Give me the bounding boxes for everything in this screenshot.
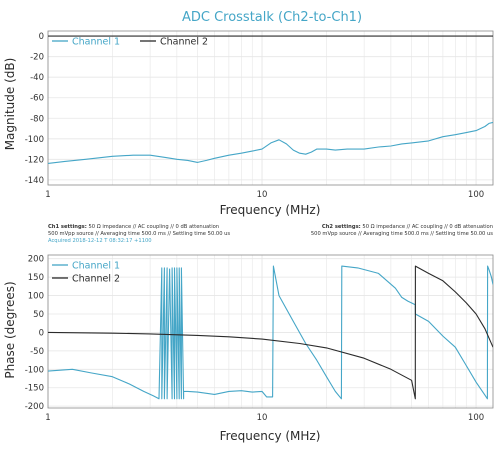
y-tick-label: 200 bbox=[28, 255, 44, 265]
x-tick-label: 100 bbox=[468, 190, 484, 200]
chart-title: ADC Crosstalk (Ch2-to-Ch1) bbox=[182, 10, 362, 25]
legend-entry: Channel 2 bbox=[72, 274, 120, 285]
y-tick-label: -100 bbox=[25, 135, 44, 145]
bottom-x-axis-label: Frequency (MHz) bbox=[220, 429, 321, 443]
y-tick-label: -80 bbox=[30, 114, 44, 124]
series-line-1 bbox=[48, 121, 493, 164]
y-tick-label: -50 bbox=[30, 347, 44, 357]
y-tick-label: 50 bbox=[33, 310, 44, 320]
ch1-settings-line1: Ch1 settings: 50 Ω impedance // AC coupl… bbox=[48, 224, 219, 230]
ch1-settings-text1: 50 Ω impedance // AC coupling // 0 dB at… bbox=[88, 224, 219, 230]
x-tick-label: 1 bbox=[45, 413, 50, 423]
legend-entry: Channel 1 bbox=[72, 261, 120, 272]
plot-frame bbox=[47, 30, 494, 186]
y-tick-label: -20 bbox=[30, 53, 44, 63]
ch2-settings-label: Ch2 settings: bbox=[322, 224, 361, 230]
series-line-1 bbox=[48, 265, 493, 400]
x-tick-label: 10 bbox=[257, 190, 268, 200]
bottom-y-axis-label: Phase (degrees) bbox=[3, 281, 17, 378]
y-tick-label: -60 bbox=[30, 94, 44, 104]
x-tick-label: 100 bbox=[468, 413, 484, 423]
y-tick-label: 0 bbox=[39, 328, 44, 338]
y-tick-label: 150 bbox=[28, 273, 44, 283]
y-tick-label: 0 bbox=[39, 32, 44, 42]
y-tick-label: -120 bbox=[25, 155, 44, 165]
y-tick-label: -40 bbox=[30, 73, 44, 83]
legend-entry: Channel 2 bbox=[160, 37, 208, 48]
ch1-settings-label: Ch1 settings: bbox=[48, 224, 87, 230]
ch2-settings-text1: 50 Ω impedance // AC coupling // 0 dB at… bbox=[362, 224, 493, 230]
y-tick-label: -150 bbox=[25, 384, 44, 394]
top-y-axis-label: Magnitude (dB) bbox=[3, 58, 17, 151]
y-tick-label: -100 bbox=[25, 365, 44, 375]
plot-frame bbox=[47, 254, 494, 409]
x-tick-label: 1 bbox=[45, 190, 50, 200]
ch1-settings-line2: 500 mVpp source // Averaging time 500.0 … bbox=[48, 231, 230, 237]
ch2-settings-line2: 500 mVpp source // Averaging time 500.0 … bbox=[311, 231, 493, 237]
y-tick-label: -140 bbox=[25, 176, 44, 186]
y-tick-label: -200 bbox=[25, 402, 44, 412]
x-tick-label: 10 bbox=[257, 413, 268, 423]
legend-entry: Channel 1 bbox=[72, 37, 120, 48]
series-line-2 bbox=[48, 265, 493, 400]
ch2-settings-line1: Ch2 settings: 50 Ω impedance // AC coupl… bbox=[322, 224, 493, 230]
ch1-acquired-line: Acquired 2018-12-12 T 08:32:17 +1100 bbox=[48, 238, 152, 244]
y-tick-label: 100 bbox=[28, 292, 44, 302]
top-x-axis-label: Frequency (MHz) bbox=[220, 203, 321, 217]
